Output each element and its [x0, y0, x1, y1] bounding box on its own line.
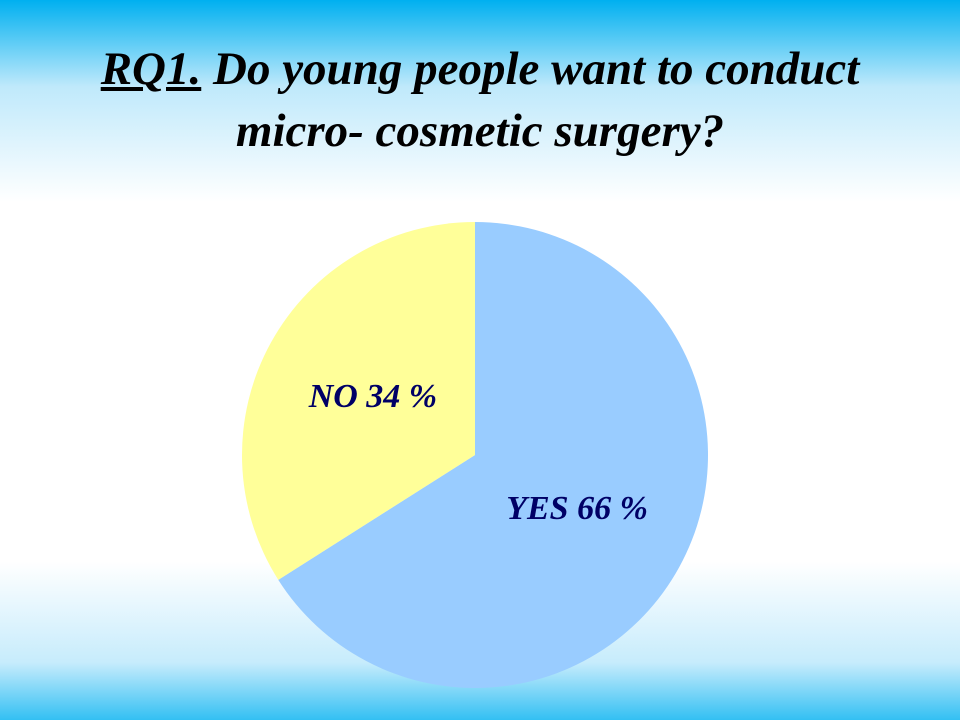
data-label: YES 66 %	[506, 490, 648, 527]
value-label: 66 %	[577, 490, 648, 527]
title-text: Do young people want to conduct micro- c…	[213, 43, 883, 157]
category-label: YES	[506, 490, 568, 527]
title-label: RQ1.	[100, 43, 202, 95]
pie-slice	[278, 222, 708, 688]
pie-slice	[242, 222, 475, 580]
value-label: 34 %	[365, 378, 437, 415]
title: RQ1. Do young people want to conduct mic…	[40, 38, 920, 162]
category-label: NO	[308, 378, 358, 415]
data-label: NO 34 %	[308, 378, 437, 415]
